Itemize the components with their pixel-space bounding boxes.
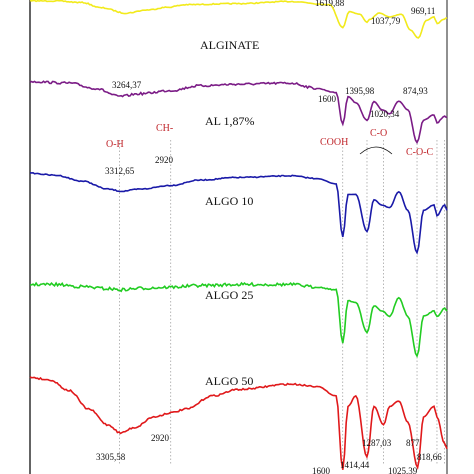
annotation-ch: CH- [156, 123, 173, 134]
series-line-4 [29, 281, 448, 358]
peak-label-3312: 3312,65 [105, 166, 135, 176]
peak-label-3264: 3264,37 [112, 80, 142, 90]
annotation-oh: O-H [106, 139, 124, 150]
annotation-cooh: COOH [320, 137, 348, 148]
series-name-algo10: ALGO 10 [205, 194, 253, 208]
peak-label-1395: 1395,98 [345, 86, 375, 96]
annotation-co: C-O [370, 128, 387, 139]
peak-label-1414: 1414,44 [340, 460, 370, 470]
co-bracket [359, 146, 393, 155]
peak-label-1020: 1020,34 [370, 109, 400, 119]
peak-label-2920-algo50: 2920 [151, 433, 170, 443]
series-name-algo50: ALGO 50 [205, 374, 253, 388]
peak-label-1037: 1037,79 [371, 16, 401, 26]
peak-label-818: 818,66 [417, 452, 442, 462]
peak-label-1619: 1619,88 [315, 0, 345, 8]
annotation-coc: C-O-C [406, 147, 434, 158]
peak-label-1025: 1025,39 [388, 466, 418, 474]
peak-label-1600-alg: 1600 [318, 94, 337, 104]
peak-label-1287: 1287,03 [362, 438, 392, 448]
peak-label-2920-al: 2920 [155, 155, 174, 165]
peak-label-877: 877 [406, 438, 420, 448]
series-line-5 [29, 376, 448, 470]
series-name-al187: AL 1,87% [205, 114, 255, 128]
peak-label-874: 874,93 [403, 86, 428, 96]
peak-label-969: 969,11 [411, 6, 435, 16]
peak-label-1600-algo50: 1600 [312, 466, 331, 474]
series-name-alginate: ALGINATE [200, 38, 259, 52]
series-line-2 [29, 80, 448, 145]
peak-label-3305: 3305,58 [96, 452, 126, 462]
series-line-3 [29, 171, 448, 255]
series-line-1 [29, 0, 448, 39]
series-name-algo25: ALGO 25 [205, 288, 253, 302]
